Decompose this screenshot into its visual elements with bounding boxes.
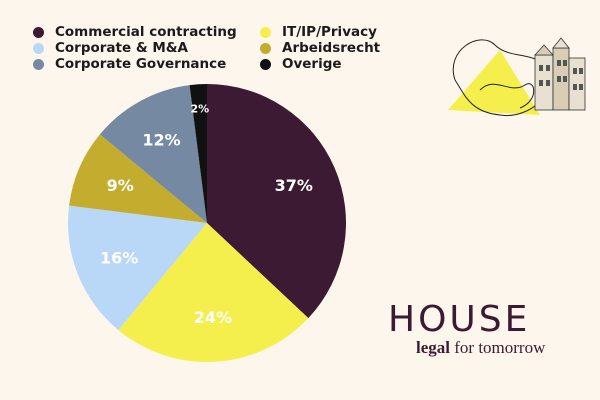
pie-slice-arbeidsrecht bbox=[69, 134, 207, 223]
legend-swatch bbox=[33, 58, 44, 70]
data-label: 12% bbox=[142, 131, 180, 150]
data-label: 16% bbox=[100, 248, 138, 267]
legend-label: IT/IP/Privacy bbox=[282, 24, 377, 40]
legend-label: Corporate Governance bbox=[55, 56, 227, 72]
pie-slice-it-ip-privacy bbox=[118, 223, 309, 362]
legend-label: Arbeidsrecht bbox=[282, 40, 381, 56]
legend-item: IT/IP/Privacy bbox=[260, 24, 380, 40]
legend-label: Overige bbox=[282, 56, 342, 72]
legend-swatch bbox=[33, 26, 44, 38]
brand-name: HOUSE bbox=[388, 299, 531, 340]
pie-slice-commercial-contracting bbox=[207, 84, 346, 319]
brand-tagline: legal for tomorrow bbox=[416, 338, 545, 358]
legend-label: Commercial contracting bbox=[55, 24, 237, 40]
amsterdam-houses-illustration bbox=[448, 37, 586, 116]
legend-item: Corporate Governance bbox=[33, 56, 237, 72]
data-label: 2% bbox=[190, 103, 209, 116]
pie-slice-corporate-m-a bbox=[67, 205, 207, 331]
legend-item: Commercial contracting bbox=[33, 24, 237, 40]
data-label: 24% bbox=[194, 308, 232, 327]
house-logo: HOUSE legal for tomorrow bbox=[388, 300, 545, 358]
legend-swatch bbox=[260, 42, 271, 54]
legend-item: Overige bbox=[260, 56, 380, 72]
data-label: 37% bbox=[275, 176, 313, 195]
legend-column-2: IT/IP/Privacy Arbeidsrecht Overige bbox=[260, 24, 380, 72]
legend-swatch bbox=[260, 58, 271, 70]
tagline-bold: legal bbox=[416, 338, 450, 357]
data-label: 9% bbox=[107, 176, 134, 195]
pie-slice-corporate-governance bbox=[99, 85, 207, 223]
pie-slice-overige bbox=[189, 84, 207, 223]
legend-item: Corporate & M&A bbox=[33, 40, 237, 56]
legend-swatch bbox=[260, 26, 271, 38]
legend-item: Arbeidsrecht bbox=[260, 40, 380, 56]
legend-swatch bbox=[33, 42, 44, 54]
legend-column-1: Commercial contracting Corporate & M&A Cor… bbox=[33, 24, 237, 72]
tagline-rest: for tomorrow bbox=[450, 338, 546, 357]
legend-label: Corporate & M&A bbox=[55, 40, 188, 56]
